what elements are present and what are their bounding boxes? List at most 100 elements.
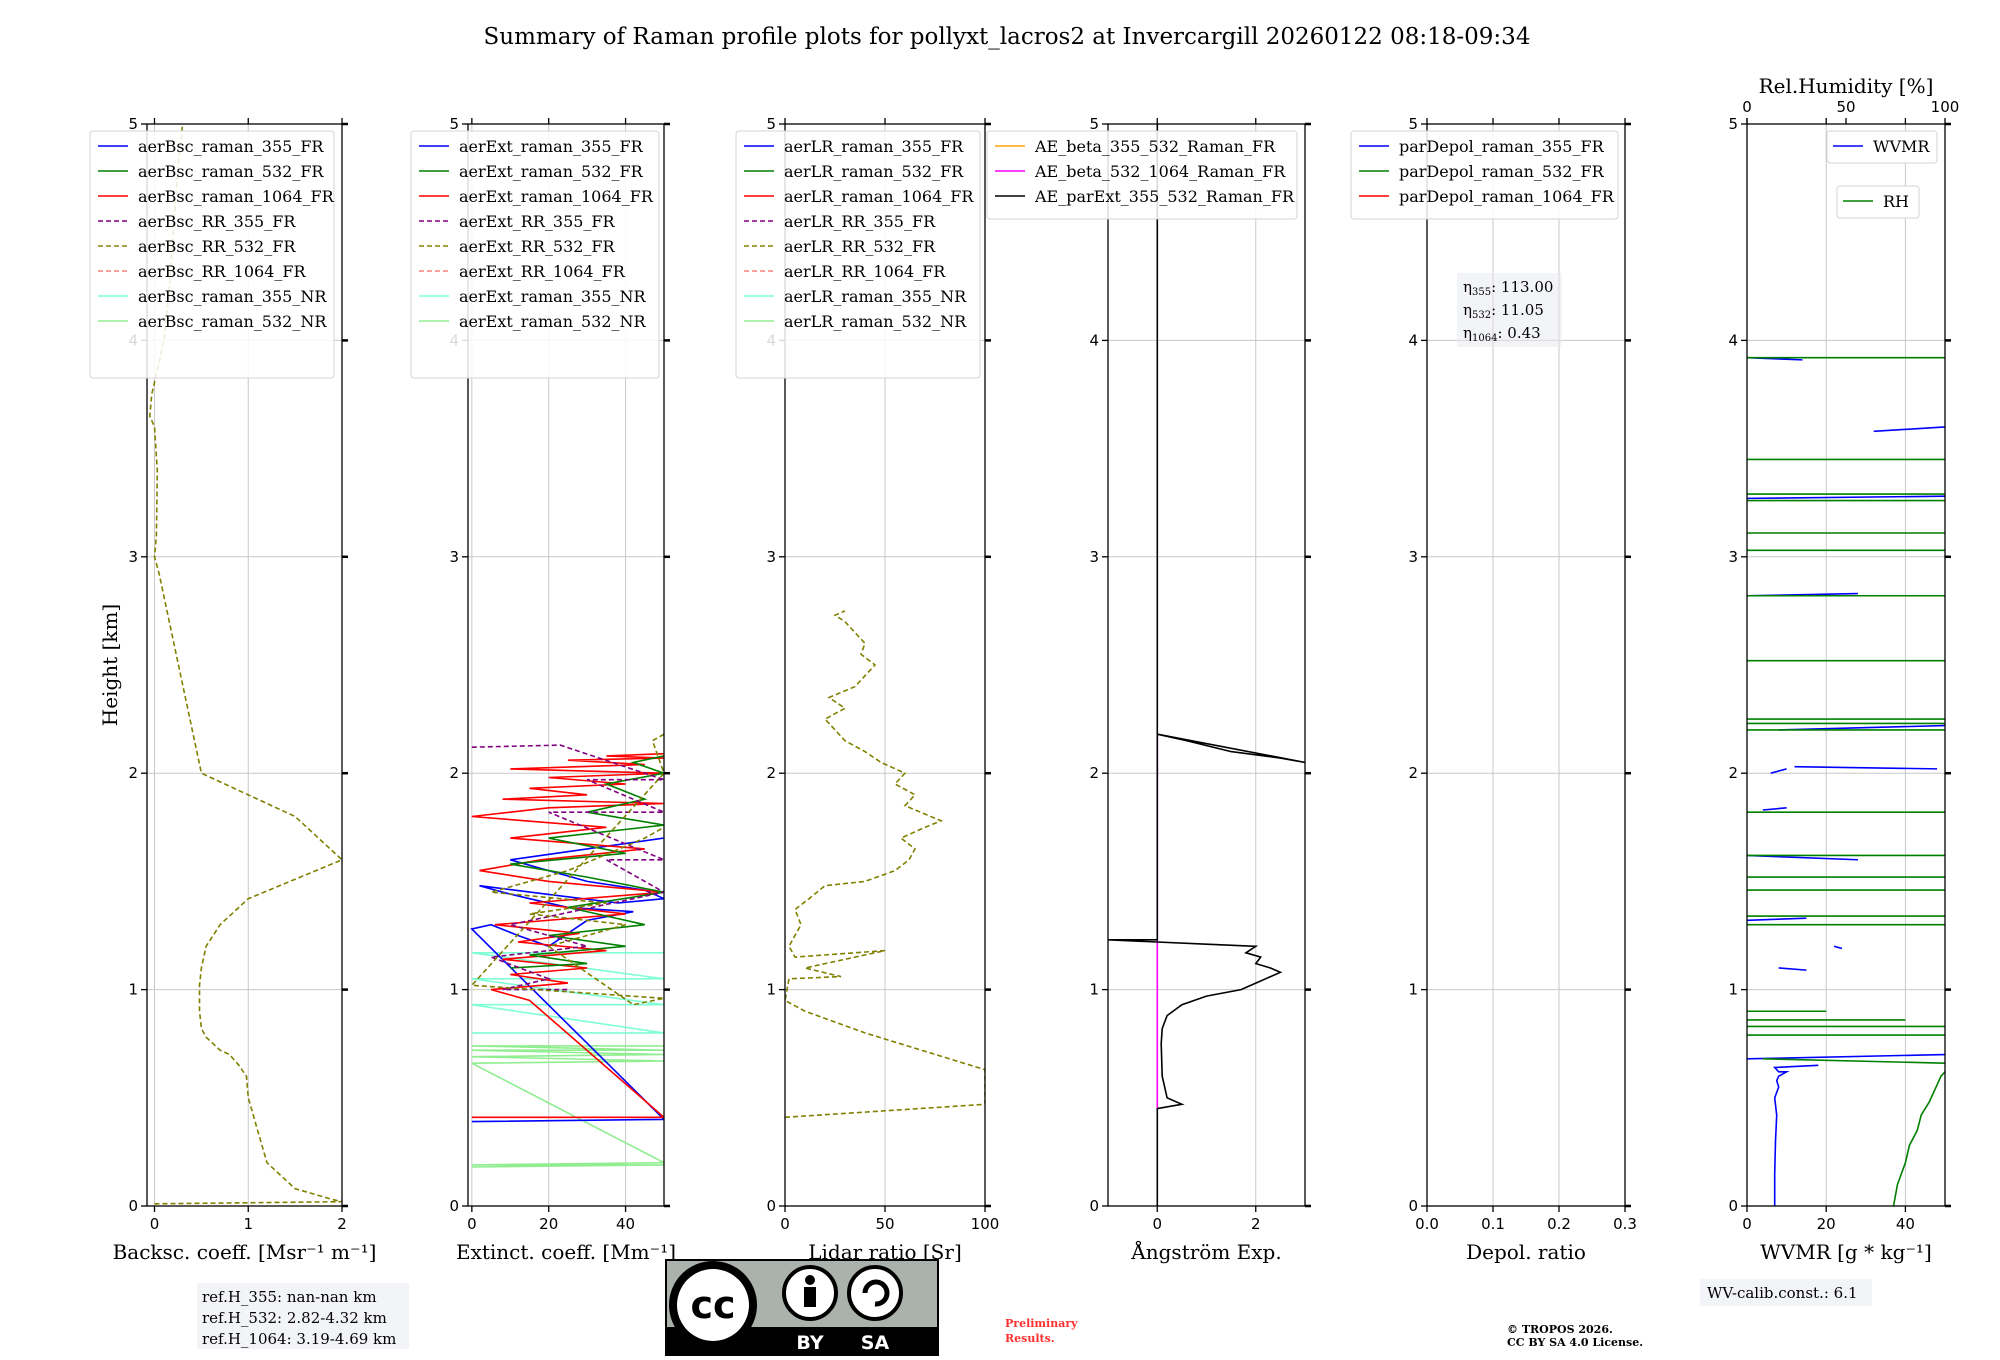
series-segment-RH-layers	[1763, 1059, 1945, 1063]
y-tick-label: 2	[1408, 764, 1418, 782]
panel-extinction: 01234502040Extinct. coeff. [Mm⁻¹]aerExt_…	[411, 115, 676, 1264]
cc-license-badge: cc BY SA	[666, 1260, 938, 1355]
y-tick-label: 2	[449, 764, 459, 782]
x-tick-label: 0	[1742, 1215, 1752, 1233]
preliminary-text-line2: Results.	[1005, 1332, 1055, 1345]
preliminary-text-line1: Preliminary	[1005, 1317, 1078, 1330]
y-tick-label: 2	[1728, 764, 1738, 782]
x-axis-label: WVMR [g * kg⁻¹]	[1760, 1240, 1932, 1264]
legend-entry: aerBsc_raman_1064_FR	[138, 187, 335, 206]
x-tick-label: 0.2	[1547, 1215, 1571, 1233]
series-line-aerExt_raman_355_FR	[472, 838, 664, 1122]
x-tick-label: 2	[337, 1215, 347, 1233]
legend-entry: aerExt_raman_532_NR	[459, 312, 647, 331]
legend-entry: aerExt_raman_532_FR	[459, 162, 644, 181]
y-tick-label: 3	[1728, 548, 1738, 566]
series-group	[472, 734, 664, 1167]
series-line-aerExt_raman_532_NR	[472, 1046, 664, 1167]
legend-entry: aerLR_raman_532_NR	[784, 312, 967, 331]
y-tick-label: 1	[449, 981, 459, 999]
x-tick-label: 0.0	[1415, 1215, 1439, 1233]
y-tick-label: 0	[766, 1197, 776, 1215]
wv-calib-text: WV-calib.const.: 6.1	[1707, 1284, 1858, 1302]
x-tick-label: 0	[780, 1215, 790, 1233]
legend-entry: aerBsc_RR_355_FR	[138, 212, 296, 231]
sa-share-icon	[849, 1267, 901, 1319]
figure: Summary of Raman profile plots for polly…	[0, 0, 2000, 1360]
x-axis-label: Depol. ratio	[1466, 1240, 1586, 1264]
legend-entry: aerLR_raman_355_NR	[784, 287, 967, 306]
series-line-AE_parExt_355_532_Raman_FR	[1108, 124, 1305, 1206]
y-tick-label: 5	[449, 115, 459, 133]
copyright-line2: CC BY SA 4.0 License.	[1507, 1336, 1643, 1349]
x-axis-label: Ångström Exp.	[1130, 1239, 1281, 1264]
x-tick-label: 40	[616, 1215, 635, 1233]
axes-frame	[1747, 124, 1945, 1206]
axes-layer: 012345012Backsc. coeff. [Msr⁻¹ m⁻¹]Heigh…	[90, 74, 1959, 1349]
y-tick-label: 5	[766, 115, 776, 133]
series-group	[1747, 358, 1945, 1206]
x-tick-label: 0	[467, 1215, 477, 1233]
series-segment-WVMR-layers	[1747, 496, 1945, 498]
legend-wvmr: WVMR RH	[1827, 131, 1937, 218]
legend-entry: aerLR_raman_532_FR	[784, 162, 964, 181]
y-tick-label: 0	[1408, 1197, 1418, 1215]
y-tick-label: 3	[449, 548, 459, 566]
reference-height-text: ref.H_355: nan-nan km	[202, 1288, 377, 1306]
legend-entry: aerExt_raman_1064_FR	[459, 187, 654, 206]
top-x-tick-label: 50	[1836, 98, 1855, 116]
legend-entry: aerExt_RR_1064_FR	[459, 262, 626, 281]
x-axis-label: Backsc. coeff. [Msr⁻¹ m⁻¹]	[113, 1240, 377, 1264]
y-tick-label: 2	[128, 764, 138, 782]
series-segment-WVMR-layers	[1834, 946, 1842, 948]
legend-entry: AE_beta_355_532_Raman_FR	[1034, 137, 1276, 156]
y-tick-label: 0	[1089, 1197, 1099, 1215]
y-tick-label: 3	[766, 548, 776, 566]
legend-entry: aerBsc_raman_355_NR	[138, 287, 327, 306]
legend-lidar-ratio: aerLR_raman_355_FR aerLR_raman_532_FR aerL…	[736, 131, 980, 378]
series-line-RH	[1894, 1072, 1946, 1206]
legend-entry: aerBsc_RR_1064_FR	[138, 262, 307, 281]
legend-angstrom: AE_beta_355_532_Raman_FR AE_beta_532_1064…	[987, 131, 1297, 219]
series-line-WVMR	[1775, 1065, 1819, 1206]
x-tick-label: 0	[150, 1215, 160, 1233]
legend-extinction: aerExt_raman_355_FRaerExt_raman_532_FRae…	[411, 131, 659, 378]
y-tick-label: 2	[1089, 764, 1099, 782]
legend-entry: aerBsc_raman_532_NR	[138, 312, 327, 331]
legend-entry: parDepol_raman_1064_FR	[1399, 187, 1615, 206]
x-tick-label: 0.1	[1481, 1215, 1505, 1233]
x-axis-label: Extinct. coeff. [Mm⁻¹]	[456, 1240, 676, 1264]
y-tick-label: 2	[766, 764, 776, 782]
legend-entry: aerLR_raman_1064_FR	[784, 187, 974, 206]
series-segment-WVMR-layers	[1747, 1055, 1945, 1059]
y-tick-label: 4	[1408, 331, 1418, 349]
legend-entry: aerBsc_raman_532_FR	[138, 162, 324, 181]
legend-entry: aerLR_RR_532_FR	[784, 237, 936, 256]
legend-entry: aerBsc_RR_532_FR	[138, 237, 296, 256]
y-tick-label: 0	[449, 1197, 459, 1215]
top-x-tick-label: 100	[1931, 98, 1960, 116]
legend-entry: aerLR_raman_355_FR	[784, 137, 964, 156]
y-tick-label: 1	[1408, 981, 1418, 999]
series-segment-WVMR-layers	[1779, 968, 1807, 970]
x-tick-label: 100	[971, 1215, 1000, 1233]
y-tick-label: 5	[1728, 115, 1738, 133]
panel-depolarization: 0123450.0 0.1 0.2 0.3Depol. ratioparDepol_r…	[1351, 115, 1637, 1264]
legend-entry: parDepol_raman_355_FR	[1399, 137, 1605, 156]
reference-height-text: ref.H_532: 2.82-4.32 km	[202, 1309, 387, 1327]
figure-title: Summary of Raman profile plots for polly…	[484, 24, 1531, 50]
legend-entry-rh: RH	[1883, 192, 1909, 211]
x-tick-label: 20	[1817, 1215, 1836, 1233]
by-person-head-icon	[805, 1275, 815, 1285]
y-tick-label: 3	[1089, 548, 1099, 566]
y-tick-label: 5	[128, 115, 138, 133]
x-tick-label: 0.3	[1613, 1215, 1637, 1233]
panel-lidar-ratio: 012345050100Lidar ratio [Sr]aerLR_raman_…	[736, 115, 999, 1264]
legend-entry: parDepol_raman_532_FR	[1399, 162, 1605, 181]
y-tick-label: 0	[1728, 1197, 1738, 1215]
y-tick-label: 1	[128, 981, 138, 999]
series-segment-WVMR-layers	[1795, 767, 1938, 769]
legend-entry: aerExt_RR_355_FR	[459, 212, 616, 231]
top-x-axis-label: Rel.Humidity [%]	[1759, 74, 1934, 98]
